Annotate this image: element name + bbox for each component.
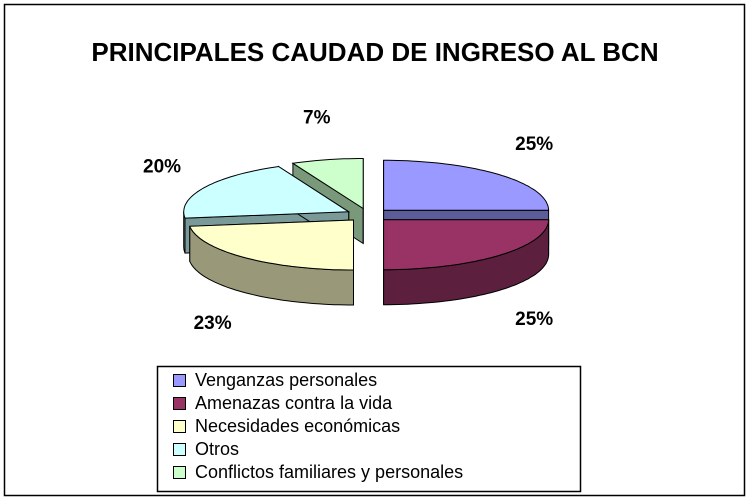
legend-swatch bbox=[173, 374, 186, 387]
slice bbox=[183, 165, 351, 219]
legend-swatch bbox=[173, 443, 186, 456]
data-label: 20% bbox=[143, 156, 181, 177]
slice bbox=[189, 219, 354, 271]
slice bbox=[383, 159, 550, 211]
legend-label: Conflictos familiares y personales bbox=[195, 462, 463, 482]
legend-label: Amenazas contra la vida bbox=[195, 393, 393, 413]
legend-swatch bbox=[173, 420, 186, 433]
data-label: 23% bbox=[194, 313, 232, 334]
slice bbox=[291, 158, 364, 210]
data-label: 25% bbox=[515, 134, 553, 155]
legend-box bbox=[156, 365, 582, 493]
legend-swatch bbox=[173, 466, 186, 479]
data-label: 25% bbox=[515, 309, 553, 330]
slice bbox=[383, 219, 550, 271]
chart-title: PRINCIPALES CAUDAD DE INGRESO AL BCN bbox=[91, 37, 659, 67]
legend-label: Otros bbox=[195, 439, 239, 459]
legend-label: Venganzas personales bbox=[195, 370, 377, 390]
legend-swatch bbox=[173, 397, 186, 410]
data-label: 7% bbox=[303, 108, 331, 129]
legend-label: Necesidades económicas bbox=[195, 416, 400, 436]
